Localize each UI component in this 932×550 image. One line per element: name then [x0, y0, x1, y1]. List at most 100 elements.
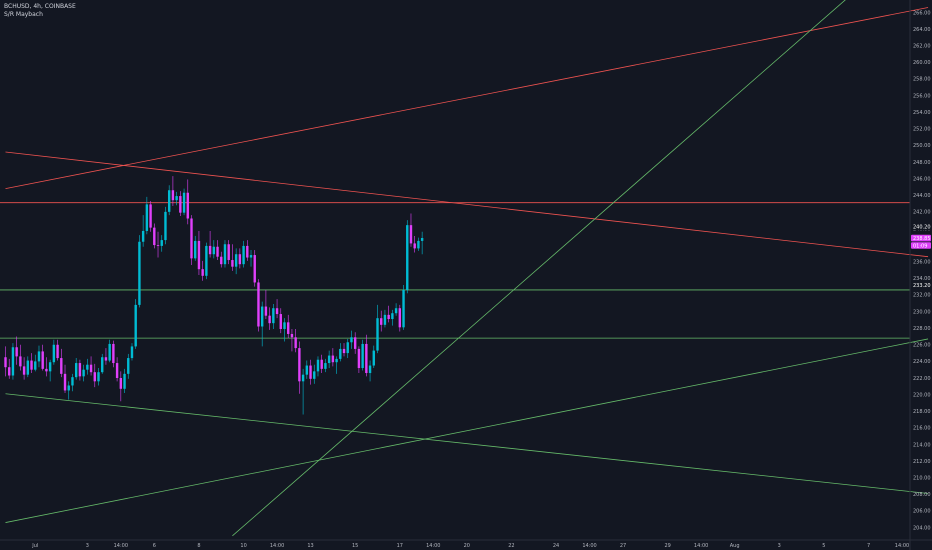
price-tick-label: 254.00 [913, 110, 931, 116]
candle-body [108, 343, 111, 361]
time-tick-label: 8 [197, 543, 200, 549]
candle [205, 242, 208, 280]
candle [406, 220, 409, 294]
last-price-tag: 01:09 [911, 242, 931, 249]
candle-body [417, 240, 420, 249]
candle-body [22, 366, 26, 375]
time-tick-label: 14:00 [895, 543, 909, 549]
time-tick-label: 6 [153, 543, 156, 549]
candle [97, 368, 100, 386]
candle [186, 179, 189, 225]
time-tick-label: 10 [240, 543, 246, 549]
candle [130, 343, 134, 361]
candle [197, 230, 201, 275]
candle [264, 289, 268, 320]
time-tick-label: 13 [307, 543, 313, 549]
candle [8, 358, 11, 379]
candle-body [287, 322, 290, 334]
candle-body [101, 357, 104, 373]
candle [194, 235, 197, 261]
candle [153, 223, 156, 249]
candle-body [19, 356, 22, 367]
candle-body [383, 314, 387, 325]
candle [37, 345, 41, 368]
candle [208, 230, 212, 258]
candle [26, 356, 30, 378]
candle-body [350, 337, 353, 343]
candle [316, 356, 320, 377]
candle-body [342, 348, 346, 354]
symbol-title[interactable]: BCHUSD, 4h, COINBASE [4, 3, 76, 10]
candle [357, 346, 361, 374]
candle [15, 336, 18, 365]
candles [4, 176, 424, 415]
candle-body [249, 255, 253, 258]
candle-body [52, 344, 56, 363]
candle-body [380, 318, 383, 325]
candle-body [115, 363, 119, 378]
candle [331, 348, 335, 367]
candle-body [141, 230, 145, 242]
candle-body [45, 368, 48, 372]
candle [216, 240, 219, 261]
candle-body [368, 365, 372, 374]
candle [22, 357, 26, 380]
time-tick-label: 5 [822, 543, 825, 549]
candle [287, 314, 290, 339]
candle [104, 348, 108, 365]
candle [134, 299, 137, 349]
candle-body [34, 361, 37, 370]
candle [249, 250, 253, 267]
candle-body [253, 255, 256, 283]
candle-body [361, 343, 364, 369]
candle-body [48, 362, 52, 372]
candle [298, 341, 301, 394]
candle [413, 235, 416, 253]
candle [108, 339, 111, 363]
candle-body [160, 240, 163, 246]
candle-body [272, 308, 275, 324]
price-tick-label: 236.00 [913, 259, 931, 265]
candle-body [30, 360, 33, 370]
candle-body [123, 373, 126, 389]
price-tick-label: 264.00 [913, 27, 931, 33]
candle [246, 240, 249, 261]
price-tick-label: 252.00 [913, 127, 931, 133]
candle [86, 358, 89, 375]
candle-body [167, 190, 171, 212]
sr-trend-line [5, 7, 929, 189]
candle [171, 176, 175, 207]
price-tick-label: 208.00 [913, 492, 931, 498]
candle [368, 360, 372, 382]
candle-body [298, 348, 301, 382]
candle-body [316, 359, 320, 372]
sr-trend-line [5, 151, 929, 258]
candle [34, 354, 37, 372]
candle [268, 307, 271, 330]
candle-body [164, 211, 167, 241]
candle-body [275, 308, 279, 315]
candle-body [15, 347, 18, 357]
sr-trend-line [5, 393, 929, 494]
price-tick-label: 216.00 [913, 426, 931, 432]
candle-body [104, 357, 108, 361]
candle [227, 240, 230, 265]
candle-body [294, 337, 297, 349]
candle [365, 334, 368, 377]
candle-body [26, 360, 30, 375]
candle-body [201, 269, 204, 276]
indicator-label[interactable]: S/R Maybach [4, 11, 43, 18]
candle [89, 356, 93, 376]
time-tick-label: 3 [86, 543, 89, 549]
candle [41, 344, 44, 371]
price-tick-label: 232.00 [913, 293, 931, 299]
candle [346, 338, 349, 359]
candle-body [186, 192, 189, 219]
candle-body [246, 245, 249, 258]
price-tick-label: 258.00 [913, 77, 931, 83]
candle [272, 304, 275, 329]
candle-body [194, 240, 197, 259]
candle-body [134, 304, 137, 347]
time-tick-label: 20 [464, 543, 470, 549]
